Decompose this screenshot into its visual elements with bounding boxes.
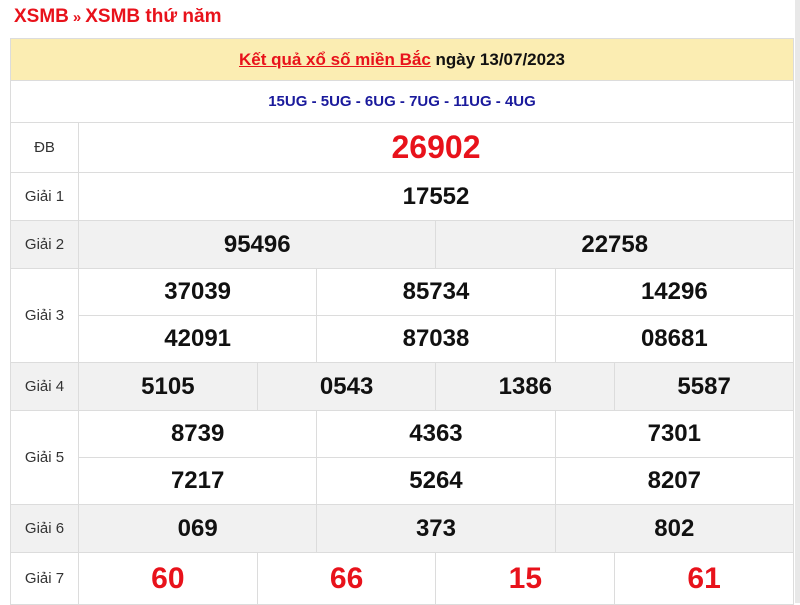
prize-number: 95496	[77, 220, 437, 269]
prize-number: 802	[554, 504, 795, 553]
prize-row-g2: Giải 2 95496 22758	[10, 220, 794, 269]
prize-row-g4: Giải 4 5105 0543 1386 5587	[10, 362, 794, 411]
breadcrumb-current-link[interactable]: XSMB thứ năm	[85, 6, 222, 27]
breadcrumb-separator: »	[72, 9, 82, 26]
prize-number: 87038	[316, 315, 556, 363]
prize-label: Giải 2	[10, 220, 79, 269]
prize-label: Giải 7	[10, 552, 79, 605]
prize-label: ĐB	[10, 122, 79, 173]
scrollbar[interactable]	[795, 0, 800, 603]
prize-row-g3: Giải 3 37039 85734 14296	[10, 268, 795, 363]
prize-number: 17552	[78, 172, 794, 221]
prize-label: Giải 1	[10, 172, 79, 221]
prize-number: 4363	[316, 410, 556, 458]
prize-number: 373	[316, 504, 556, 553]
results-title-link[interactable]: Kết quả xổ số miền Bắc	[239, 49, 431, 69]
results-table: Kết quả xổ số miền Bắc ngày 13/07/2023 1…	[10, 38, 795, 605]
prize-row-g3-2: 42091 87038 08681	[11, 315, 795, 363]
prize-number: 61	[614, 552, 794, 605]
breadcrumb-home-link[interactable]: XSMB	[14, 6, 69, 27]
prize-number: 08681	[554, 315, 795, 363]
prize-number: 5587	[614, 362, 794, 411]
prize-number: 8207	[554, 457, 795, 505]
prize-row-g5: Giải 5 8739 4363 7301	[10, 410, 795, 505]
prize-label: Giải 5	[10, 410, 79, 505]
codes-row: 15UG - 5UG - 6UG - 7UG - 11UG - 4UG	[10, 80, 794, 123]
results-title: Kết quả xổ số miền Bắc ngày 13/07/2023	[10, 38, 794, 81]
breadcrumb: XSMB» XSMB thứ năm	[14, 6, 221, 28]
prize-number: 5264	[316, 457, 556, 505]
prize-number: 15	[435, 552, 616, 605]
prize-label: Giải 3	[10, 268, 79, 363]
prize-number: 14296	[554, 268, 795, 316]
prize-number: 7217	[77, 457, 318, 505]
prize-label: Giải 4	[10, 362, 79, 411]
prize-row-db: ĐB 26902	[10, 122, 794, 173]
prize-number: 069	[77, 504, 318, 553]
prize-row-g7: Giải 7 60 66 15 61	[10, 552, 794, 605]
prize-number: 7301	[554, 410, 795, 458]
prize-number: 8739	[77, 410, 318, 458]
prize-row-g5-2: 7217 5264 8207	[11, 457, 795, 505]
prize-number: 42091	[77, 315, 318, 363]
prize-number: 66	[256, 552, 437, 605]
prize-number: 37039	[77, 268, 318, 316]
prize-number-special: 26902	[78, 122, 794, 173]
prize-row-g6: Giải 6 069 373 802	[10, 504, 795, 553]
results-date: ngày 13/07/2023	[435, 49, 565, 69]
special-codes: 15UG - 5UG - 6UG - 7UG - 11UG - 4UG	[10, 80, 794, 123]
prize-number: 85734	[316, 268, 556, 316]
prize-number: 5105	[78, 362, 258, 411]
results-header-row: Kết quả xổ số miền Bắc ngày 13/07/2023	[10, 38, 794, 81]
prize-number: 0543	[256, 362, 437, 411]
prize-number: 1386	[435, 362, 616, 411]
prize-row-g1: Giải 1 17552	[10, 172, 794, 221]
prize-label: Giải 6	[10, 504, 79, 553]
prize-number: 60	[78, 552, 258, 605]
prize-number: 22758	[435, 220, 794, 269]
